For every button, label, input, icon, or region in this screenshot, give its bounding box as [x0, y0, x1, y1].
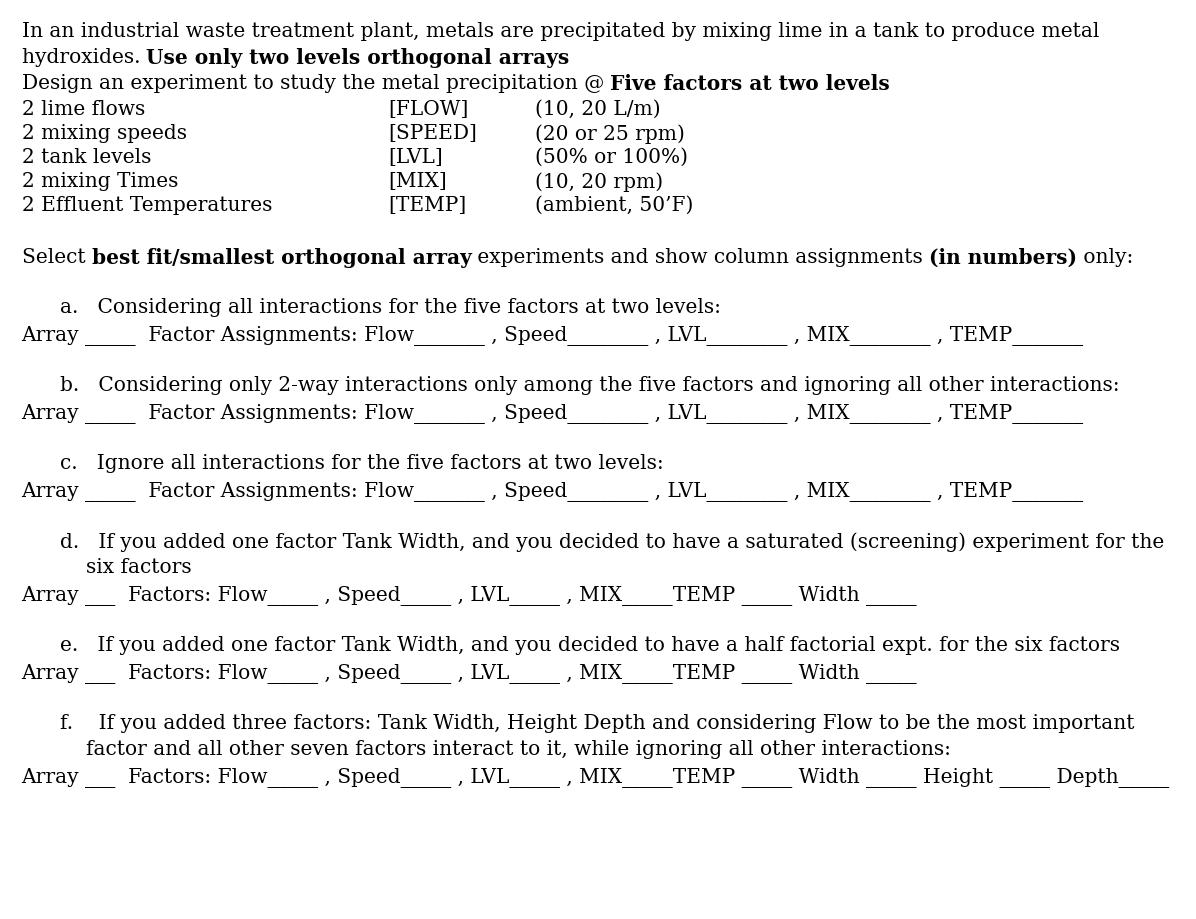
Text: best fit/smallest orthogonal array: best fit/smallest orthogonal array	[92, 248, 471, 267]
Text: Array _____  Factor Assignments: Flow_______ , Speed________ , LVL________ , MIX: Array _____ Factor Assignments: Flow____…	[22, 403, 1084, 424]
Text: (20 or 25 rpm): (20 or 25 rpm)	[535, 124, 684, 143]
Text: only:: only:	[1078, 248, 1134, 267]
Text: 2 tank levels: 2 tank levels	[22, 148, 151, 167]
Text: [LVL]: [LVL]	[389, 148, 444, 167]
Text: d.   If you added one factor Tank Width, and you decided to have a saturated (sc: d. If you added one factor Tank Width, a…	[60, 531, 1164, 551]
Text: c.   Ignore all interactions for the five factors at two levels:: c. Ignore all interactions for the five …	[60, 453, 664, 472]
Text: Design an experiment to study the metal precipitation @: Design an experiment to study the metal …	[22, 74, 610, 93]
Text: Array ___  Factors: Flow_____ , Speed_____ , LVL_____ , MIX_____TEMP _____ Width: Array ___ Factors: Flow_____ , Speed____…	[22, 585, 917, 606]
Text: [MIX]: [MIX]	[389, 172, 447, 191]
Text: 2 mixing speeds: 2 mixing speeds	[22, 124, 187, 142]
Text: Array _____  Factor Assignments: Flow_______ , Speed________ , LVL________ , MIX: Array _____ Factor Assignments: Flow____…	[22, 325, 1084, 346]
Text: In an industrial waste treatment plant, metals are precipitated by mixing lime i: In an industrial waste treatment plant, …	[22, 22, 1099, 41]
Text: factor and all other seven factors interact to it, while ignoring all other inte: factor and all other seven factors inter…	[86, 739, 951, 758]
Text: b.   Considering only 2-way interactions only among the five factors and ignorin: b. Considering only 2-way interactions o…	[60, 376, 1119, 394]
Text: 2 Effluent Temperatures: 2 Effluent Temperatures	[22, 196, 271, 215]
Text: hydroxides.: hydroxides.	[22, 48, 146, 67]
Text: Use only two levels orthogonal arrays: Use only two levels orthogonal arrays	[146, 48, 569, 68]
Text: a.   Considering all interactions for the five factors at two levels:: a. Considering all interactions for the …	[60, 298, 721, 317]
Text: 2 lime flows: 2 lime flows	[22, 100, 145, 119]
Text: f.    If you added three factors: Tank Width, Height Depth and considering Flow : f. If you added three factors: Tank Widt…	[60, 713, 1134, 732]
Text: [TEMP]: [TEMP]	[389, 196, 466, 215]
Text: [SPEED]: [SPEED]	[389, 124, 477, 142]
Text: experiments and show column assignments: experiments and show column assignments	[471, 248, 929, 267]
Text: (50% or 100%): (50% or 100%)	[535, 148, 688, 167]
Text: Array ___  Factors: Flow_____ , Speed_____ , LVL_____ , MIX_____TEMP _____ Width: Array ___ Factors: Flow_____ , Speed____…	[22, 664, 917, 683]
Text: (10, 20 rpm): (10, 20 rpm)	[535, 172, 663, 191]
Text: (10, 20 L/m): (10, 20 L/m)	[535, 100, 660, 119]
Text: Select: Select	[22, 248, 92, 267]
Text: 2 mixing Times: 2 mixing Times	[22, 172, 178, 191]
Text: six factors: six factors	[86, 558, 191, 576]
Text: e.   If you added one factor Tank Width, and you decided to have a half factoria: e. If you added one factor Tank Width, a…	[60, 635, 1119, 654]
Text: (ambient, 50’F): (ambient, 50’F)	[535, 196, 692, 215]
Text: Five factors at two levels: Five factors at two levels	[610, 74, 890, 94]
Text: Array ___  Factors: Flow_____ , Speed_____ , LVL_____ , MIX_____TEMP _____ Width: Array ___ Factors: Flow_____ , Speed____…	[22, 767, 1170, 788]
Text: (in numbers): (in numbers)	[929, 248, 1078, 267]
Text: [FLOW]: [FLOW]	[389, 100, 469, 119]
Text: Array _____  Factor Assignments: Flow_______ , Speed________ , LVL________ , MIX: Array _____ Factor Assignments: Flow____…	[22, 482, 1084, 502]
